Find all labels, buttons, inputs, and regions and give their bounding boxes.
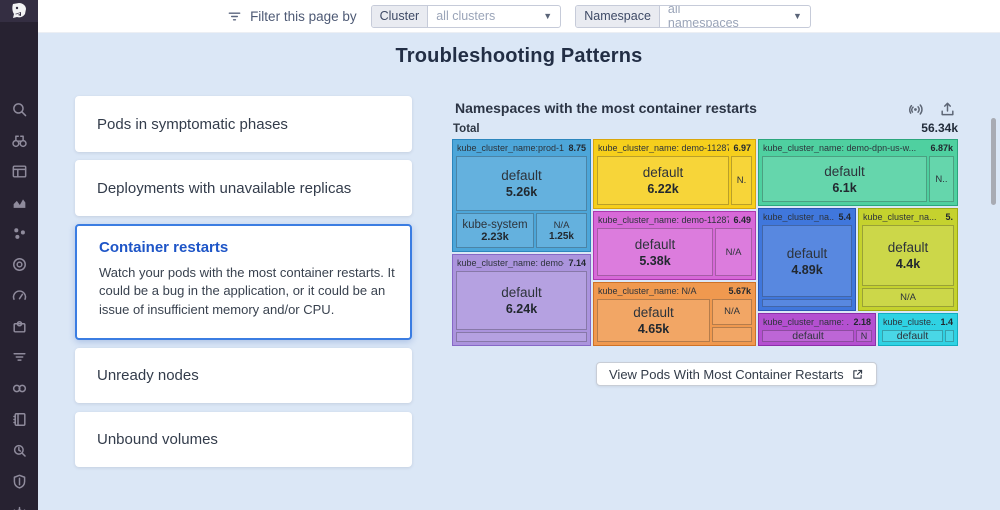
pattern-card-pods-symptomatic[interactable]: Pods in symptomatic phases xyxy=(75,96,412,152)
pattern-title: Deployments with unavailable replicas xyxy=(97,179,352,197)
search-icon[interactable] xyxy=(8,98,30,120)
treemap-ns-default[interactable]: default 4.65k xyxy=(597,299,710,342)
treemap-ns-unlabeled[interactable] xyxy=(456,332,587,342)
metrics-chart-icon[interactable] xyxy=(8,191,30,213)
external-link-icon xyxy=(852,369,862,379)
view-pods-button[interactable]: View Pods With Most Container Restarts xyxy=(596,362,877,386)
filter-lines-icon xyxy=(228,12,241,20)
namespaces-treemap: kube_cluster_name:prod-1... 8.75 default 5… xyxy=(452,139,958,346)
namespace-filter-select[interactable]: Namespace all namespaces ▼ xyxy=(575,4,811,28)
view-pods-button-label: View Pods With Most Container Restarts xyxy=(609,366,844,382)
notebook-icon[interactable] xyxy=(8,408,30,430)
treemap-ns-default[interactable]: default 6.24k xyxy=(456,271,587,330)
treemap-group-cluster-j[interactable]: kube_cluste... 1.4 default xyxy=(878,313,958,346)
treemap-ns-na[interactable]: N xyxy=(856,330,872,342)
pattern-description: Watch your pods with the most container … xyxy=(99,265,395,317)
treemap-ns-default[interactable]: default 5.26k xyxy=(456,156,587,211)
filter-topbar: Filter this page by Cluster all clusters… xyxy=(38,0,1000,33)
widget-title: Namespaces with the most container resta… xyxy=(455,100,757,116)
namespace-filter-value: all namespaces xyxy=(667,4,739,28)
pattern-card-deployments-unavailable[interactable]: Deployments with unavailable replicas xyxy=(75,160,412,216)
total-value: 56.34k xyxy=(921,121,958,135)
treemap-ns-default[interactable]: default 5.38k xyxy=(597,228,713,276)
treemap-group-cluster-g[interactable]: kube_cluster_na... 5.4 default 4.89k xyxy=(758,208,856,311)
treemap-group-na[interactable]: kube_cluster_name: N/A 5.67k default 4.65k… xyxy=(593,282,756,346)
apm-target-icon[interactable] xyxy=(8,253,30,275)
treemap-ns-default[interactable]: default 6.1k xyxy=(762,156,927,202)
service-link-icon[interactable] xyxy=(8,377,30,399)
treemap-ns-default[interactable]: default 4.4k xyxy=(862,225,954,286)
live-signal-icon[interactable] xyxy=(908,101,925,118)
app-logo[interactable] xyxy=(0,0,38,22)
treemap-ns-na[interactable]: N/A 1.25k xyxy=(535,213,587,248)
treemap-ns-na[interactable]: N/A xyxy=(712,299,752,325)
cluster-filter-value: all clusters xyxy=(436,9,496,23)
treemap-ns-na[interactable]: N.. xyxy=(929,156,954,202)
cluster-filter-select[interactable]: Cluster all clusters ▼ xyxy=(370,4,562,28)
pattern-card-unready-nodes[interactable]: Unready nodes xyxy=(75,348,412,403)
treemap-group-demo-dpn-us-w[interactable]: kube_cluster_name: demo-dpn-us-w... 6.87k… xyxy=(758,139,958,206)
treemap-ns-na[interactable]: N/A xyxy=(862,288,954,307)
pattern-title: Container restarts xyxy=(99,239,229,256)
dashboards-icon[interactable] xyxy=(8,160,30,182)
log-filter-icon[interactable] xyxy=(8,346,30,368)
namespace-filter-label: Namespace xyxy=(576,5,660,27)
security-shield-icon[interactable] xyxy=(8,470,30,492)
watchdog-search-icon[interactable] xyxy=(8,439,30,461)
treemap-group-demo-11287[interactable]: kube_cluster_name: demo-11287-... 6.49 de… xyxy=(593,211,756,280)
app-logo-icon xyxy=(12,3,26,18)
treemap-group-cluster-h[interactable]: kube_cluster_na... 5. default 4.4k N/A xyxy=(858,208,958,311)
pattern-title: Unready nodes xyxy=(97,367,199,384)
treemap-ns-na[interactable]: N. xyxy=(731,156,752,205)
filter-page-label: Filter this page by xyxy=(227,9,357,24)
treemap-group-cluster-i[interactable]: kube_cluster_name: ... 2.18 default N xyxy=(758,313,876,346)
processes-dots-icon[interactable] xyxy=(8,222,30,244)
treemap-ns-default[interactable]: default 4.89k xyxy=(762,225,852,297)
treemap-group-demo-11287-us-p[interactable]: kube_cluster_name: demo-11287-us-p...6.9… xyxy=(593,139,756,209)
treemap-ns-default[interactable]: default xyxy=(762,330,854,342)
total-label: Total xyxy=(453,123,480,135)
chevron-down-icon: ▼ xyxy=(793,11,802,21)
pattern-card-unbound-volumes[interactable]: Unbound volumes xyxy=(75,412,412,467)
integrations-puzzle-icon[interactable] xyxy=(8,315,30,337)
binoculars-icon[interactable] xyxy=(8,129,30,151)
cluster-filter-label: Cluster xyxy=(371,5,429,27)
treemap-group-prod1[interactable]: kube_cluster_name:prod-1... 8.75 default 5… xyxy=(452,139,591,252)
chevron-down-icon: ▼ xyxy=(543,11,553,21)
pattern-card-container-restarts[interactable]: Container restarts Watch your pods with … xyxy=(75,224,412,340)
pattern-title: Pods in symptomatic phases xyxy=(97,115,288,133)
threat-bug-icon[interactable] xyxy=(8,501,30,510)
sidebar-nav: ? xyxy=(0,0,38,510)
treemap-ns-kube-system[interactable]: kube-system 2.23k xyxy=(456,213,534,248)
treemap-group-demo[interactable]: kube_cluster_name: demo-... 7.14 default 6… xyxy=(452,254,591,346)
treemap-ns-unlabeled[interactable] xyxy=(945,330,954,342)
treemap-ns-na[interactable]: N/A xyxy=(715,228,752,276)
page-title: Troubleshooting Patterns xyxy=(395,45,643,67)
treemap-ns-unlabeled[interactable] xyxy=(762,299,852,307)
pattern-title: Unbound volumes xyxy=(97,431,218,448)
treemap-ns-unlabeled[interactable] xyxy=(712,326,752,342)
export-icon[interactable] xyxy=(939,101,956,118)
vertical-scrollbar[interactable] xyxy=(991,118,996,205)
treemap-ns-default[interactable]: default 6.22k xyxy=(597,156,729,205)
treemap-ns-default[interactable]: default xyxy=(882,330,943,342)
gauge-icon[interactable] xyxy=(8,284,30,306)
